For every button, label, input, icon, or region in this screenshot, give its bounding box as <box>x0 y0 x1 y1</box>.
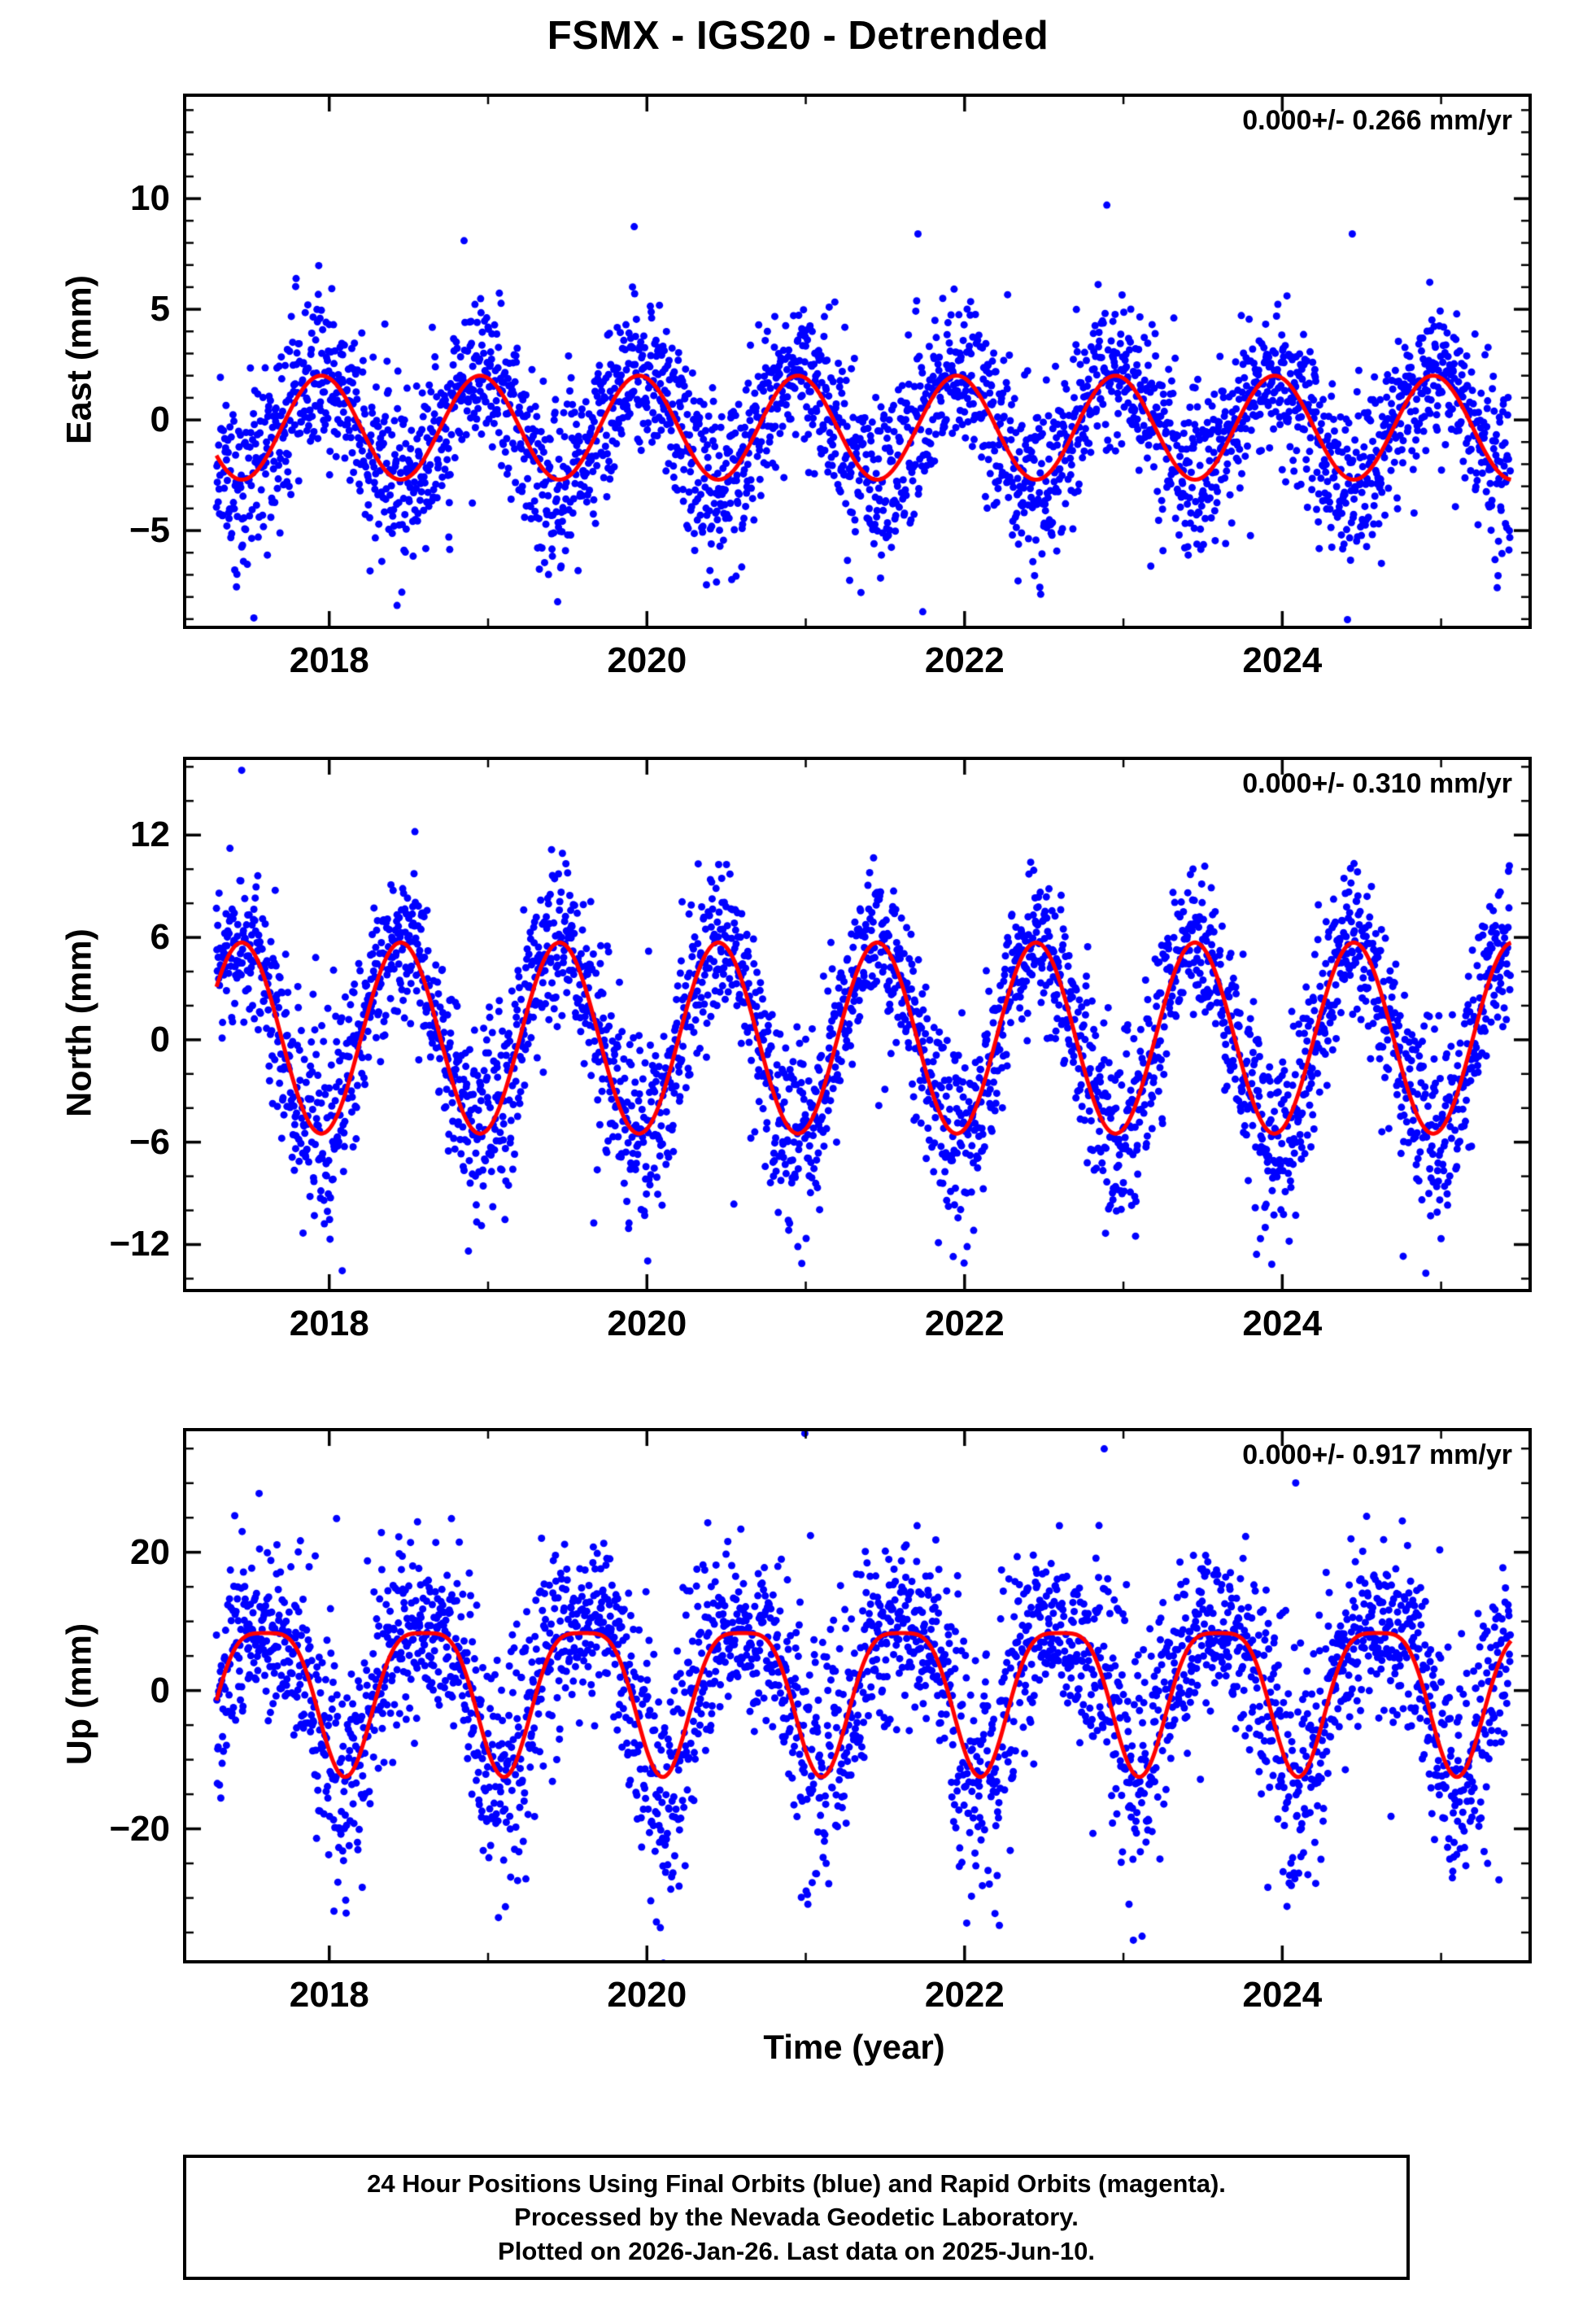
x-tick-label: 2018 <box>289 1975 369 2015</box>
x-tick-label: 2020 <box>607 1304 687 1343</box>
x-tick-label: 2020 <box>607 640 687 680</box>
x-tick-label: 2018 <box>289 1304 369 1343</box>
y-tick-label: 0 <box>150 400 170 440</box>
y-tick-label: 0 <box>150 1019 170 1059</box>
panel-up: Up (mm) 0.000+/- 0.917 mm/yr −20 0 20 2018 2… <box>0 1428 1596 2022</box>
x-tick-label: 2024 <box>1242 1975 1323 2015</box>
panel-east: East (mm) 0.000+/- 0.266 mm/yr −5 0 5 10 201… <box>0 94 1596 688</box>
up-plot-area: 0.000+/- 0.917 mm/yr <box>183 1428 1532 1963</box>
panel-north: North (mm) 0.000+/- 0.310 mm/yr −12 −6 0 6 1… <box>0 757 1596 1351</box>
up-rate-annotation: 0.000+/- 0.917 mm/yr <box>1242 1439 1512 1470</box>
y-tick-label: −12 <box>109 1224 170 1264</box>
y-tick-label: 20 <box>130 1531 170 1572</box>
up-plot-canvas <box>186 1431 1528 1960</box>
north-plot-canvas <box>186 760 1528 1289</box>
y-tick-label: −6 <box>129 1121 170 1162</box>
x-tick-label: 2022 <box>924 1975 1005 2015</box>
y-tick-label: 10 <box>130 178 170 219</box>
x-tick-label: 2024 <box>1242 640 1323 680</box>
y-tick-label: 0 <box>150 1670 170 1710</box>
east-plot-area: 0.000+/- 0.266 mm/yr <box>183 94 1532 629</box>
caption-line-3: Plotted on 2026-Jan-26. Last data on 202… <box>498 2236 1095 2265</box>
up-axis-title: Up (mm) <box>59 1622 99 1766</box>
x-tick-label: 2018 <box>289 640 369 680</box>
caption-box: 24 Hour Positions Using Final Orbits (bl… <box>183 2155 1410 2280</box>
x-axis-title: Time (year) <box>763 2028 945 2066</box>
caption-line-2: Processed by the Nevada Geodetic Laborat… <box>514 2203 1079 2232</box>
y-tick-label: 12 <box>130 815 170 855</box>
north-plot-area: 0.000+/- 0.310 mm/yr <box>183 757 1532 1292</box>
north-axis-title: North (mm) <box>59 928 99 1117</box>
y-tick-label: 5 <box>150 289 170 330</box>
y-tick-label: −5 <box>129 510 170 551</box>
page-title: FSMX - IGS20 - Detrended <box>547 14 1049 58</box>
east-rate-annotation: 0.000+/- 0.266 mm/yr <box>1242 105 1512 136</box>
x-tick-label: 2022 <box>924 1304 1005 1343</box>
east-plot-canvas <box>186 97 1528 626</box>
y-tick-label: 6 <box>150 917 170 958</box>
x-tick-label: 2020 <box>607 1975 687 2015</box>
x-tick-label: 2024 <box>1242 1304 1323 1343</box>
caption-line-1: 24 Hour Positions Using Final Orbits (bl… <box>367 2168 1226 2198</box>
north-rate-annotation: 0.000+/- 0.310 mm/yr <box>1242 768 1512 799</box>
x-tick-label: 2022 <box>924 640 1005 680</box>
east-axis-title: East (mm) <box>59 275 99 444</box>
y-tick-label: −20 <box>109 1808 170 1849</box>
